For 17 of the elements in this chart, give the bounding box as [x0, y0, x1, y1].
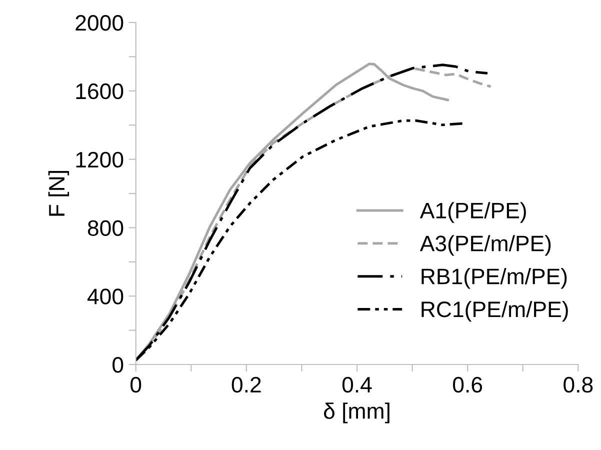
y-tick-label: 400	[87, 288, 124, 304]
x-tick-label: 0	[130, 376, 142, 393]
legend-label: RC1(PE/m/PE)	[422, 300, 568, 322]
y-tick-label: 2000	[76, 15, 124, 31]
y-tick-label: 800	[88, 220, 124, 236]
legend-label: A3(PE/m/PE)	[420, 235, 551, 256]
y-tick-label: 1200	[76, 152, 124, 168]
x-tick-label: 0.4	[342, 376, 372, 393]
x-tick-label: 0.8	[564, 376, 593, 393]
legend-label: A1(PE/PE)	[420, 202, 526, 223]
y-axis-title: F [N]	[48, 171, 70, 216]
x-tick-label: 0.2	[232, 376, 261, 393]
y-tick-label: 0	[112, 357, 124, 373]
y-tick-label: 1600	[76, 83, 124, 100]
x-tick-label: 0.6	[453, 376, 482, 393]
x-axis-title: δ [mm]	[324, 402, 390, 424]
legend-label: RB1(PE/m/PE)	[422, 268, 567, 289]
